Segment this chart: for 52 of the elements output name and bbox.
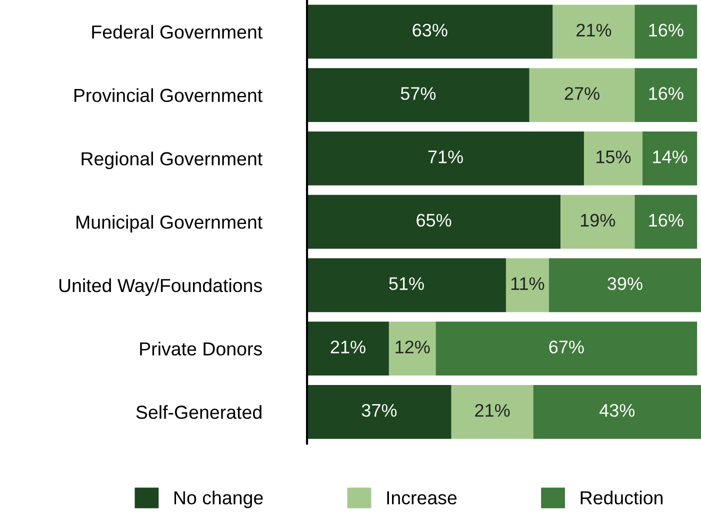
bar bbox=[307, 194, 561, 249]
bar bbox=[388, 322, 436, 376]
data-label: 19% bbox=[580, 214, 616, 227]
y-tick-label: Federal Government bbox=[92, 24, 262, 39]
bar bbox=[436, 322, 698, 376]
bar bbox=[560, 194, 635, 249]
bar bbox=[307, 132, 584, 186]
data-label: 16% bbox=[649, 24, 684, 37]
data-label: 71% bbox=[428, 150, 463, 164]
data-label: 14% bbox=[653, 150, 688, 164]
legend-label: Increase bbox=[387, 491, 457, 504]
y-tick-label: United Way/Foundations bbox=[59, 278, 262, 296]
data-label: 11% bbox=[511, 277, 544, 290]
data-label: 21% bbox=[576, 24, 612, 36]
data-label: 63% bbox=[412, 24, 448, 37]
bar bbox=[634, 4, 698, 59]
y-tick-label: Municipal Government bbox=[76, 215, 262, 232]
bar bbox=[548, 258, 701, 312]
legend-label: No change bbox=[174, 490, 263, 508]
legend-label: Reduction bbox=[580, 490, 662, 504]
y-tick-label: Private Donors bbox=[140, 342, 262, 356]
bar bbox=[642, 132, 698, 186]
data-label: 51% bbox=[389, 277, 424, 290]
bar bbox=[307, 322, 389, 376]
bar bbox=[307, 4, 553, 59]
bar bbox=[584, 132, 642, 186]
y-tick-label: Provincial Government bbox=[74, 88, 262, 102]
data-label: 15% bbox=[596, 150, 631, 164]
bar bbox=[307, 68, 530, 122]
data-label: 43% bbox=[599, 404, 635, 417]
y-tick-label: Regional Government bbox=[82, 152, 262, 170]
data-label: 21% bbox=[475, 404, 510, 417]
data-label: 67% bbox=[549, 340, 584, 354]
bar bbox=[533, 385, 701, 439]
bar bbox=[634, 68, 698, 122]
data-label: 16% bbox=[649, 214, 684, 227]
bar bbox=[529, 68, 635, 122]
data-label: 12% bbox=[396, 340, 430, 354]
data-label: 65% bbox=[416, 214, 452, 227]
data-label: 21% bbox=[330, 340, 366, 354]
bar bbox=[506, 258, 549, 312]
bar bbox=[307, 258, 506, 312]
data-label: 16% bbox=[649, 87, 684, 100]
bar bbox=[552, 4, 635, 59]
data-label: 57% bbox=[400, 87, 436, 100]
bar bbox=[307, 385, 452, 439]
bar bbox=[634, 194, 698, 249]
data-label: 37% bbox=[362, 404, 397, 417]
bar bbox=[451, 385, 534, 439]
data-label: 39% bbox=[608, 277, 642, 290]
data-label: 27% bbox=[564, 87, 600, 100]
y-tick-label: Self-Generated bbox=[136, 405, 262, 419]
